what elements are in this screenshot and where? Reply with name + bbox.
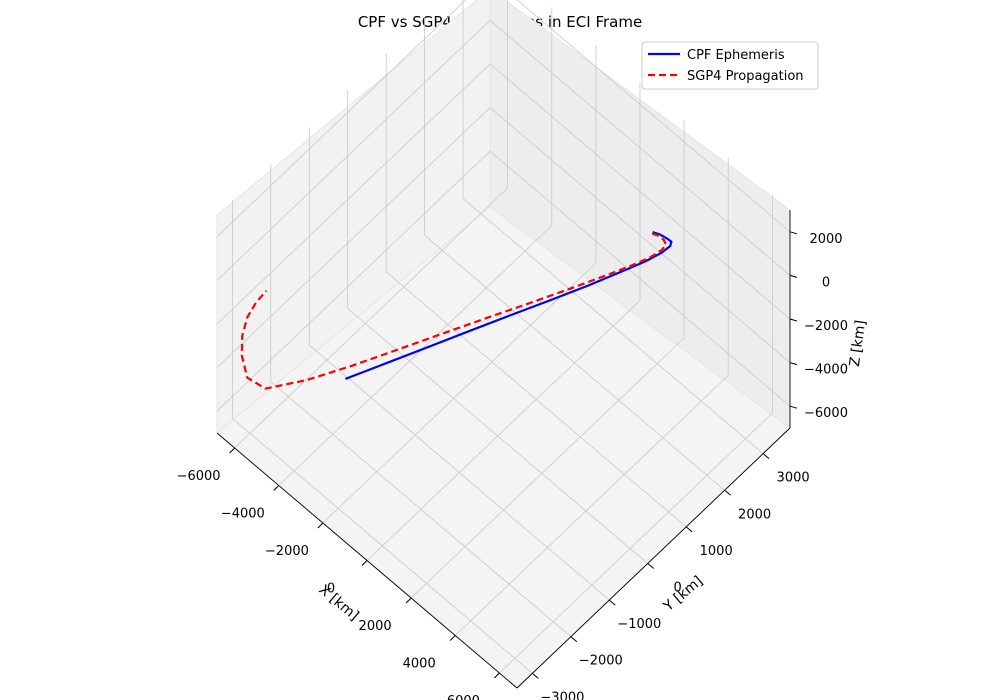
z-tick-0 [789, 405, 798, 409]
legend-frame [641, 41, 819, 90]
z-gridline-4 [216, 0, 791, 238]
x-axis-label: X [km] [316, 582, 362, 624]
y-tick-label-2: −1000 [617, 617, 661, 632]
y-gridline-4 [385, 53, 687, 528]
data-series [240, 231, 673, 390]
y-tick-label-3: 0 [674, 581, 682, 596]
y-gridline-3 [347, 90, 648, 564]
gridlines [216, 0, 791, 674]
x-gridline-1 [278, 7, 553, 486]
series-line-0 [345, 231, 673, 380]
y-tick-6 [762, 453, 770, 460]
x-axis-ticks: −6000 −4000 −2000 0 2000 4000 6000 [177, 447, 500, 700]
y-tick-label-6: 3000 [777, 471, 810, 486]
x-tick-label-5: 4000 [403, 657, 436, 672]
x-tick-4 [405, 597, 412, 604]
legend-label-cpf: CPF Ephemeris [687, 48, 785, 63]
z-tick-label-2: −2000 [804, 319, 848, 334]
z-gridline-0 [216, 150, 791, 412]
y-tick-label-1: −2000 [579, 654, 623, 669]
x-tick-label-2: −2000 [265, 544, 309, 559]
y-gridline-1 [270, 163, 572, 638]
z-tick-4 [789, 231, 798, 235]
x-gridline-0 [234, 0, 509, 449]
x-tick-6 [493, 672, 500, 679]
z-tick-label-4: 2000 [809, 232, 842, 247]
z-gridline-2 [216, 63, 791, 325]
y-axis-ticks: −3000 −2000 −1000 0 1000 2000 3000 [532, 453, 810, 700]
y-axis-label: Y [km] [660, 573, 706, 615]
y-axis-line [516, 427, 791, 689]
z-gridline-3 [216, 19, 791, 281]
x-tick-3 [361, 560, 368, 566]
legend: CPF Ephemeris SGP4 Propagation [641, 41, 819, 90]
x-tick-0 [229, 447, 236, 454]
x-gridline-3 [366, 82, 641, 561]
x-tick-5 [449, 635, 456, 641]
series-line-1 [240, 232, 668, 390]
x-tick-label-0: −6000 [177, 469, 221, 484]
z-axis-ticks: −6000 −4000 −2000 0 2000 [789, 231, 848, 421]
y-tick-label-4: 1000 [700, 544, 733, 559]
y-tick-3 [647, 563, 655, 569]
x-gridline-2 [322, 45, 597, 524]
y-tick-5 [724, 489, 731, 496]
z-axis-label: Z [km] [847, 319, 869, 367]
x-tick-label-4: 2000 [359, 619, 392, 634]
x-tick-label-6: 6000 [447, 694, 480, 700]
z-tick-3 [789, 274, 798, 278]
y-tick-4 [685, 526, 693, 533]
x-gridline-4 [410, 120, 685, 599]
x-gridline-5 [454, 157, 729, 636]
z-tick-label-3: 0 [822, 275, 830, 290]
y-tick-1 [570, 636, 578, 643]
z-gridline-1 [216, 107, 791, 368]
z-tick-label-1: −4000 [804, 363, 848, 378]
z-tick-label-0: −6000 [804, 406, 848, 421]
x-tick-2 [317, 522, 324, 529]
y-gridline-6 [462, 0, 764, 454]
x-tick-1 [273, 485, 280, 491]
x-tick-label-3: 0 [327, 582, 335, 597]
y-tick-label-0: −3000 [540, 690, 584, 700]
x-gridline-6 [499, 195, 773, 674]
y-gridline-2 [308, 127, 610, 601]
z-tick-1 [789, 362, 798, 366]
legend-label-sgp4: SGP4 Propagation [687, 69, 804, 84]
y-gridline-5 [424, 17, 725, 491]
y-tick-2 [608, 599, 616, 606]
y-tick-label-5: 2000 [738, 507, 771, 522]
z-tick-2 [789, 318, 798, 322]
y-tick-0 [532, 672, 539, 679]
x-tick-label-1: −4000 [221, 507, 265, 522]
y-gridline-0 [231, 200, 533, 674]
